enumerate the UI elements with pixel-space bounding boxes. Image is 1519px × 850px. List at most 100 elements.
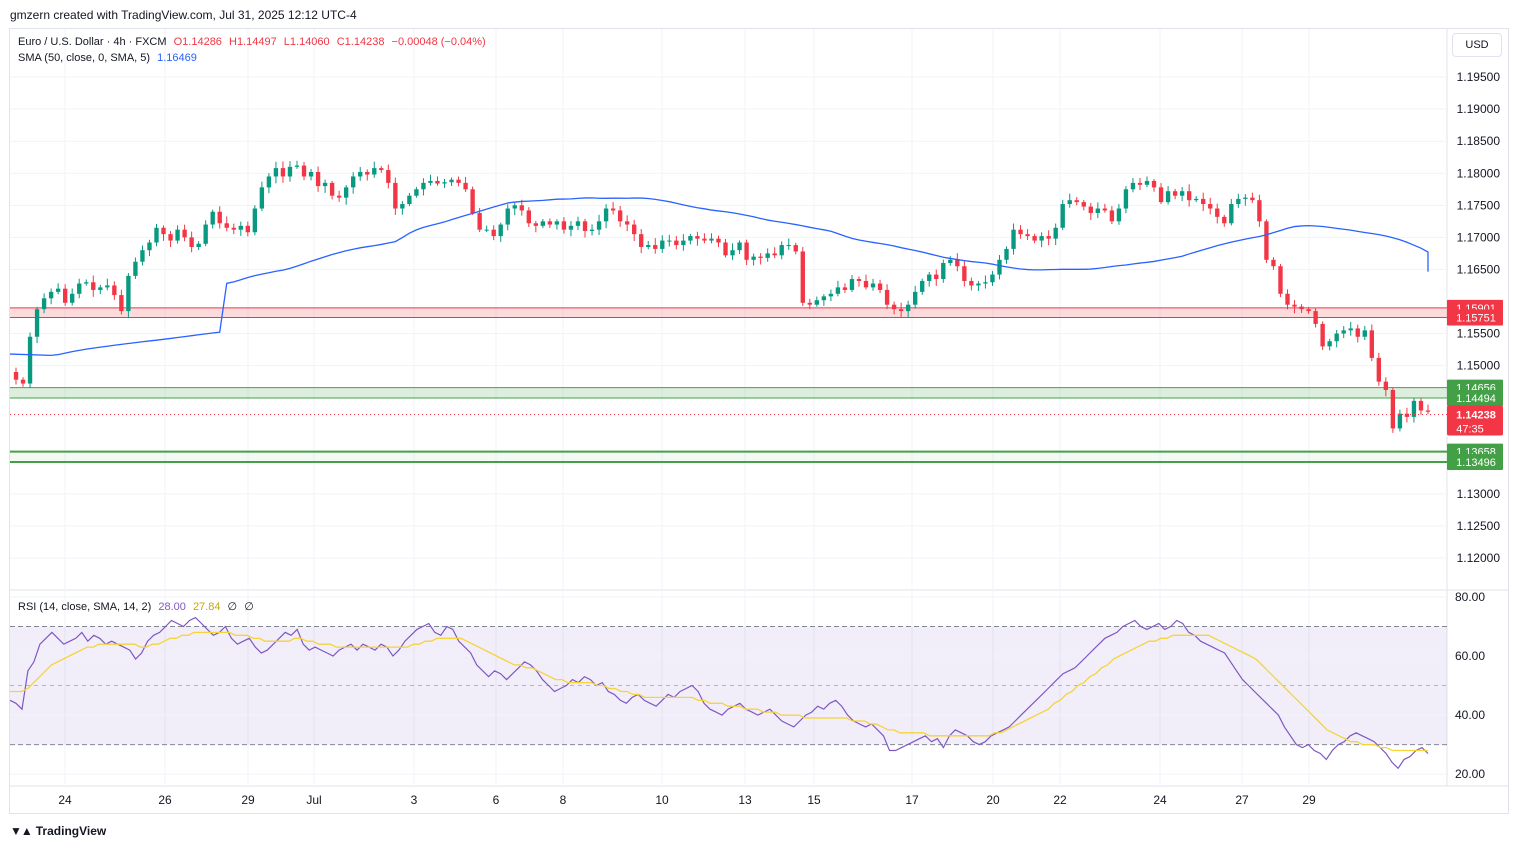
candle-body [1250,197,1255,201]
candle-body [1285,293,1290,305]
candle-body [1081,202,1086,207]
candle [849,275,855,293]
candle-body [140,250,145,262]
candle-body [1179,191,1185,196]
candle-body [772,253,777,256]
candle [1334,330,1339,348]
candle-body [568,225,574,230]
candle-body [393,182,398,209]
candle-body [217,211,222,224]
candle-body [983,282,988,284]
candle-body [920,280,925,292]
candle [983,275,988,289]
candle-body [934,274,939,280]
candle-body [512,205,517,209]
candle [329,180,335,200]
candle [13,367,19,385]
candle [828,289,834,302]
candle-body [744,242,749,260]
candle-body [779,245,784,256]
candle [238,221,243,236]
candle [287,161,293,182]
candle [603,204,609,229]
sma-value: 1.16469 [157,52,197,64]
candle [34,306,40,344]
candle [1179,187,1185,202]
sma-label: SMA (50, close, 0, SMA, 5) [18,52,151,64]
candle [203,220,208,247]
candle [990,270,995,286]
candle [105,278,110,291]
candle [737,240,742,255]
candle-body [1348,328,1353,331]
candle-body [660,240,665,249]
rsi-y-axis: 80.00 60.00 40.00 20.00 [10,590,1485,781]
high-value: H1.14497 [229,36,277,48]
candle-body [161,227,166,235]
candle-body [709,238,714,241]
candle [814,296,820,307]
candle-body [1271,259,1276,267]
zone-price-label: 1.14494 [1456,393,1496,405]
candle [610,202,616,215]
candle-body [1053,227,1058,239]
candle [870,278,876,291]
candle [119,289,124,315]
candle-body [505,208,510,225]
candle [358,167,363,181]
candle-body [1194,198,1199,201]
candle [976,280,981,292]
candle [470,186,475,215]
candle [463,176,468,192]
candle [512,201,517,216]
candle-body [294,165,300,167]
candle [519,199,524,216]
candle-body [77,283,82,294]
candle-body [1032,236,1037,241]
candle-body [343,187,349,198]
price-tick-label: 1.15000 [1457,359,1501,373]
candle [351,172,356,194]
candle [1053,223,1058,246]
candle-body [112,285,117,296]
candle [1299,304,1304,313]
price-zones: 1.159011.157511.146561.144941.136581.134… [10,299,1503,471]
candle-body [891,304,897,310]
candle-body [365,171,370,175]
currency-button[interactable]: USD [1452,33,1502,57]
candle-body [1025,234,1030,237]
candle-body [119,295,124,312]
candle [1039,232,1044,248]
candle [596,214,602,236]
candle-body [273,168,279,177]
candle [617,205,623,227]
candle [681,234,686,251]
candle-body [800,251,805,303]
candle [70,288,75,306]
candle-body [1418,400,1424,411]
candle-body [835,287,841,294]
candle [210,209,215,229]
candle-body [1229,204,1234,224]
candle-body [1425,410,1431,412]
open-value: O1.14286 [173,36,222,48]
candle [1165,186,1171,205]
candle [660,235,665,253]
candle [365,169,370,181]
candle [20,377,26,387]
candle-body [1334,333,1339,342]
candle [1004,246,1009,264]
candle [1278,264,1283,298]
candle-body [1060,204,1065,228]
candle-body [252,208,258,233]
candle [1081,199,1086,211]
candle [161,225,166,241]
candle [133,257,138,279]
candle [891,301,897,315]
x-axis: 24 26 29 Jul 3 6 8 10 13 15 17 20 22 24 27 29 [58,29,1316,807]
candle-body [287,166,293,177]
candle-body [856,279,862,281]
candle [1011,223,1016,255]
candle-body [189,237,194,247]
